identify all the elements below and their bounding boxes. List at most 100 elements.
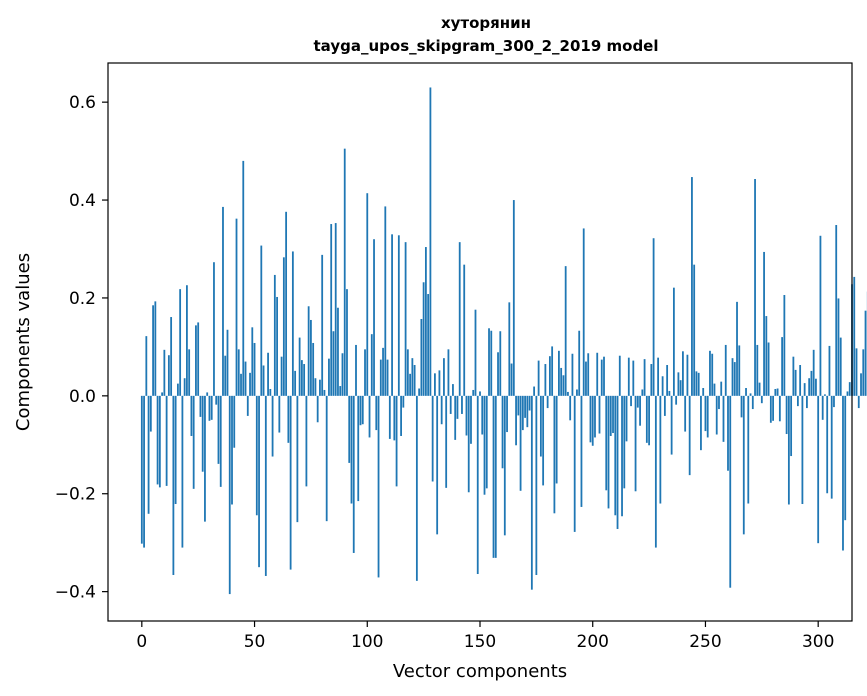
bar-176 (537, 360, 540, 396)
bar-303 (824, 394, 826, 396)
bar-62 (280, 356, 283, 396)
bar-306 (830, 395, 833, 499)
bar-163 (508, 302, 511, 396)
bar-26 (199, 395, 202, 417)
bar-46 (244, 361, 247, 396)
bar-37 (224, 355, 227, 396)
bar-148 (474, 309, 477, 396)
bar-58 (271, 395, 274, 457)
bar-38 (226, 329, 229, 396)
bar-214 (623, 395, 626, 489)
bar-263 (733, 362, 736, 396)
bar-197 (585, 361, 587, 396)
x-tick-label: 200 (577, 632, 609, 652)
bar-270 (749, 393, 752, 396)
bar-245 (693, 264, 696, 396)
bar-183 (553, 395, 556, 514)
bar-221 (639, 395, 641, 426)
x-tick-label: 300 (802, 632, 834, 652)
bar-158 (497, 352, 499, 396)
bar-6 (154, 301, 157, 396)
bar-17 (179, 289, 182, 396)
bar-204 (600, 359, 603, 396)
bar-104 (375, 395, 378, 431)
bar-172 (528, 395, 531, 411)
y-tick-label: −0.4 (55, 583, 96, 603)
bar-113 (395, 395, 398, 487)
x-tick-label: 150 (464, 632, 496, 652)
bar-224 (645, 395, 648, 443)
bar-126 (424, 247, 427, 396)
bar-288 (790, 395, 793, 457)
bar-112 (393, 395, 396, 441)
bar-35 (219, 395, 222, 487)
bar-131 (436, 395, 439, 535)
y-tick-label: 0.6 (69, 93, 96, 113)
bar-125 (422, 282, 425, 396)
bar-215 (625, 395, 628, 442)
bar-264 (736, 301, 738, 396)
bar-43 (237, 349, 240, 396)
bar-116 (402, 395, 405, 408)
bar-98 (361, 395, 364, 425)
bar-317 (855, 348, 858, 396)
bar-174 (533, 386, 536, 396)
bar-44 (240, 373, 242, 396)
bar-192 (573, 395, 576, 532)
chart-subtitle: tayga_upos_skipgram_300_2_2019 model (314, 37, 659, 55)
bar-230 (659, 395, 662, 504)
bar-102 (370, 334, 373, 396)
bar-30 (208, 395, 211, 421)
bar-83 (328, 358, 330, 396)
x-tick-label: 50 (244, 632, 266, 652)
bar-111 (391, 234, 393, 396)
bar-76 (312, 342, 315, 396)
bar-101 (368, 395, 371, 438)
bar-243 (688, 395, 691, 476)
y-tick-label: 0.0 (69, 387, 96, 407)
bar-216 (627, 357, 630, 396)
bar-150 (479, 391, 481, 396)
bar-109 (386, 359, 389, 396)
bar-188 (564, 266, 567, 396)
y-tick-label: 0.4 (69, 191, 96, 211)
bar-207 (607, 395, 610, 509)
bar-79 (319, 379, 321, 396)
bar-32 (213, 262, 215, 396)
bar-279 (769, 395, 772, 423)
bar-213 (621, 395, 623, 517)
bar-64 (285, 211, 288, 396)
bar-132 (438, 370, 441, 396)
bar-284 (781, 337, 784, 396)
bar-31 (210, 395, 213, 420)
bar-60 (276, 296, 278, 396)
bar-106 (379, 359, 382, 396)
bar-297 (810, 370, 813, 396)
bar-72 (303, 364, 306, 396)
bar-105 (377, 395, 380, 578)
bar-210 (614, 395, 617, 516)
bar-186 (560, 367, 563, 396)
bar-282 (776, 388, 779, 396)
bar-99 (364, 349, 366, 396)
bar-319 (860, 373, 862, 396)
bar-8 (158, 395, 161, 488)
bar-25 (197, 322, 200, 396)
bar-160 (501, 395, 504, 469)
bar-235 (670, 395, 673, 455)
bar-57 (269, 388, 272, 396)
bar-184 (555, 395, 558, 484)
bar-115 (400, 395, 402, 436)
bar-121 (413, 365, 416, 396)
bar-291 (796, 395, 799, 407)
bar-280 (772, 395, 774, 421)
bar-295 (806, 395, 808, 409)
bar-286 (785, 395, 788, 435)
bar-129 (431, 395, 434, 482)
bar-237 (675, 395, 678, 405)
bar-22 (190, 395, 193, 436)
bar-33 (215, 395, 218, 405)
bar-19 (183, 378, 186, 396)
bar-226 (650, 364, 653, 396)
bar-139 (454, 395, 457, 440)
